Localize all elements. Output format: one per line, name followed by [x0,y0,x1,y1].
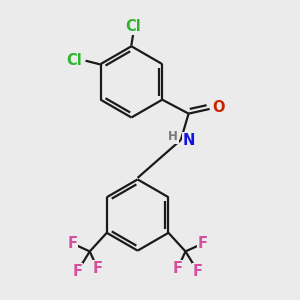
Text: O: O [213,100,225,115]
Text: F: F [72,264,82,279]
Text: F: F [173,261,183,276]
Text: Cl: Cl [125,19,141,34]
Text: F: F [197,236,208,251]
Text: H: H [168,130,178,143]
Text: Cl: Cl [66,53,82,68]
Text: N: N [182,133,195,148]
Text: F: F [92,261,103,276]
Text: F: F [193,264,203,279]
Text: F: F [68,236,78,251]
